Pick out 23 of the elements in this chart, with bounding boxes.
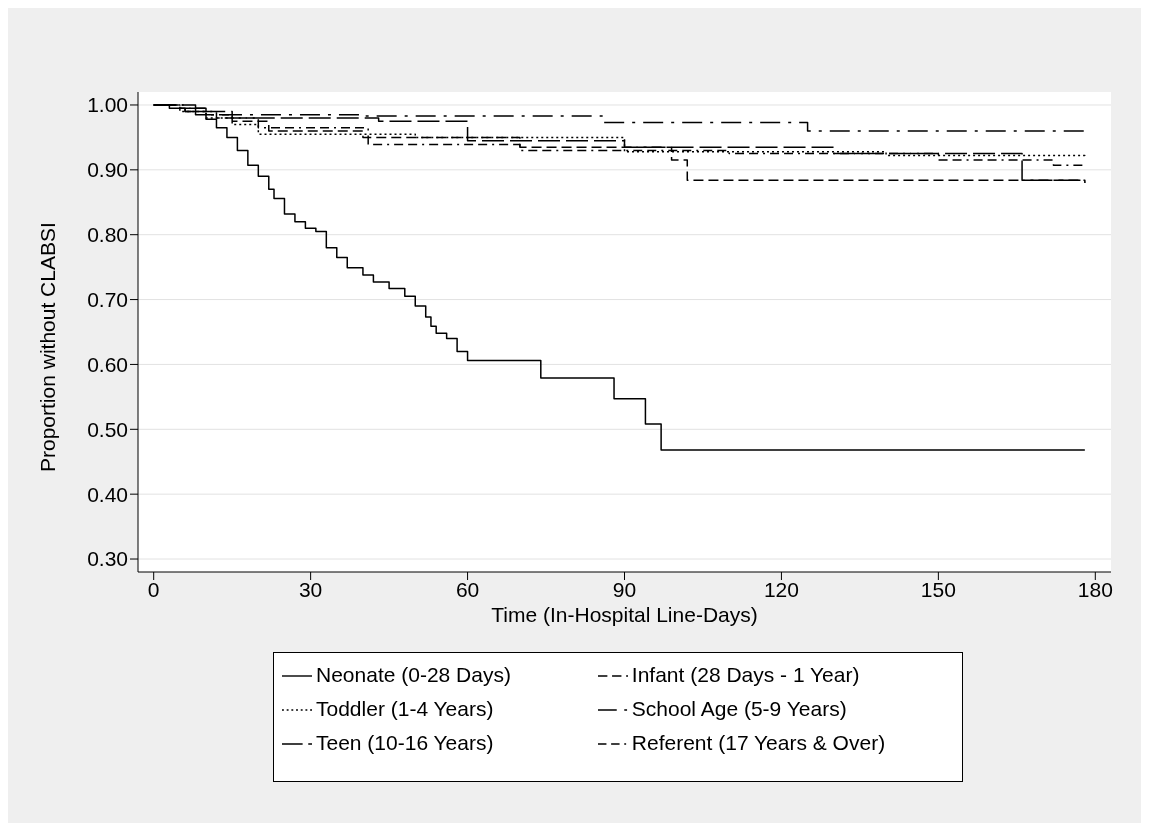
legend-label: Referent (17 Years & Over) xyxy=(631,730,886,754)
legend-label: Teen (10-16 Years) xyxy=(316,730,494,754)
x-tick-label: 180 xyxy=(1077,577,1113,601)
legend-label: Toddler (1-4 Years) xyxy=(316,696,494,720)
x-tick-label: 0 xyxy=(147,577,160,601)
legend-label: School Age (5-9 Years) xyxy=(631,696,847,720)
y-tick-label: 1.00 xyxy=(87,93,128,117)
y-tick-label: 0.30 xyxy=(87,547,128,571)
legend-label: Neonate (0-28 Days) xyxy=(316,662,511,686)
legend-label: Infant (28 Days - 1 Year) xyxy=(631,662,860,686)
x-axis-title: Time (In-Hospital Line-Days) xyxy=(491,603,758,626)
x-tick-label: 30 xyxy=(298,577,323,601)
y-axis-title: Proportion without CLABSI xyxy=(36,222,60,472)
x-tick-label: 90 xyxy=(612,577,637,601)
y-tick-label: 0.50 xyxy=(87,417,128,441)
y-tick-label: 0.40 xyxy=(87,482,128,506)
y-tick-label: 0.80 xyxy=(87,223,128,247)
y-tick-label: 0.70 xyxy=(87,288,128,312)
y-tick-label: 0.90 xyxy=(87,158,128,182)
x-tick-label: 120 xyxy=(763,577,799,601)
y-tick-label: 0.60 xyxy=(87,352,128,376)
x-tick-label: 150 xyxy=(920,577,956,601)
x-tick-label: 60 xyxy=(455,577,480,601)
